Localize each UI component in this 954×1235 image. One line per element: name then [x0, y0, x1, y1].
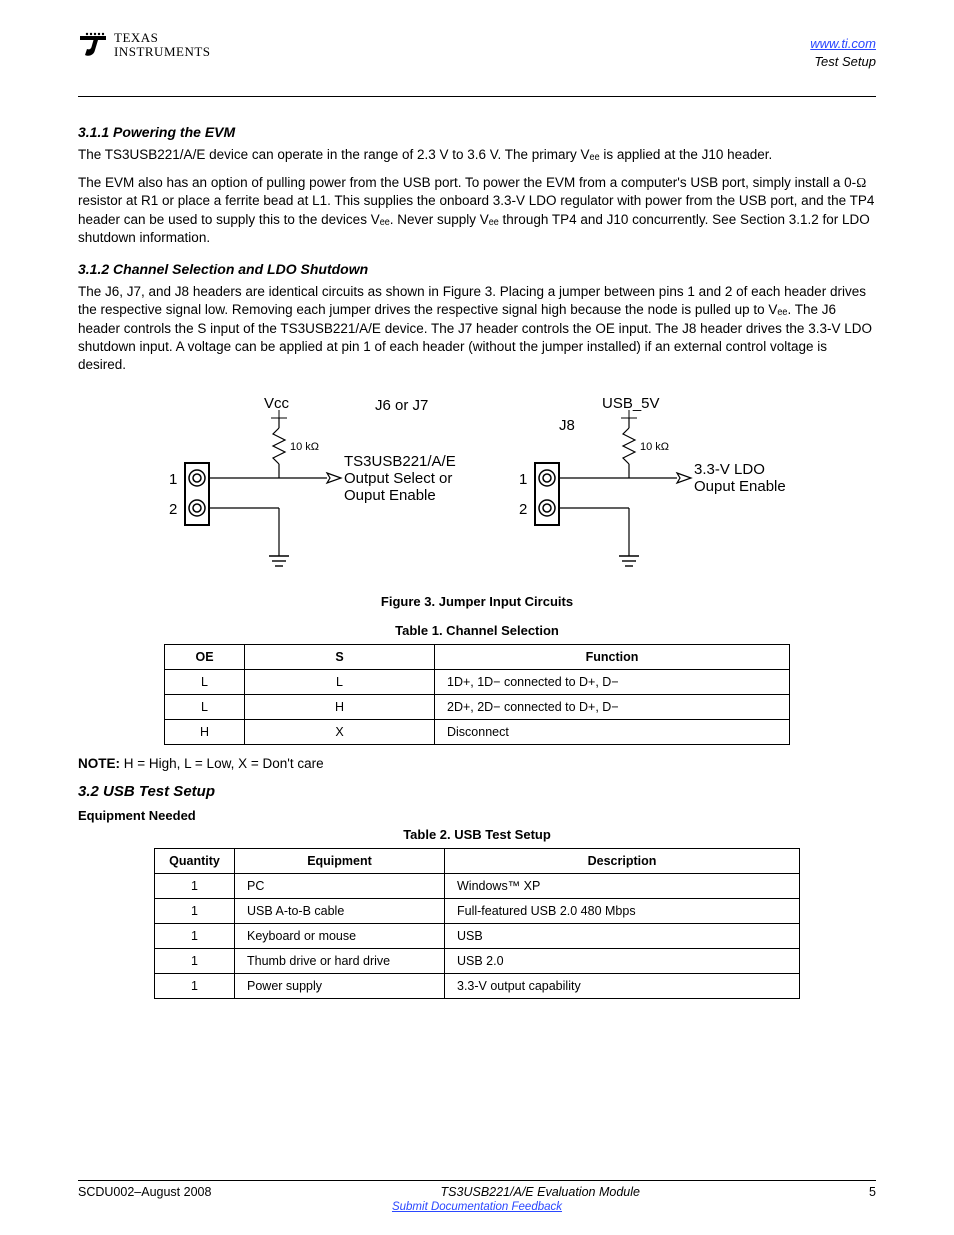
- page-header: TEXAS INSTRUMENTS www.ti.com Test Setup: [78, 0, 876, 98]
- fig-left-arrow-line1: Output Select or: [344, 470, 452, 487]
- ti-logo: TEXAS INSTRUMENTS: [78, 26, 228, 71]
- td: 1D+, 1D− connected to D+, D−: [435, 670, 790, 695]
- td: Thumb drive or hard drive: [235, 949, 445, 974]
- table-usb-setup: Quantity Equipment Description 1 PC Wind…: [154, 848, 800, 999]
- content-area: 3.1.1 Powering the EVM The TS3USB221/A/E…: [78, 98, 876, 999]
- logo-text-bottom: INSTRUMENTS: [114, 44, 211, 59]
- fig-right-pin1: 1: [519, 471, 527, 488]
- table-row: 1 Thumb drive or hard drive USB 2.0: [155, 949, 800, 974]
- fig-left-res: 10 kΩ: [290, 441, 319, 453]
- header-rule: [78, 96, 876, 97]
- fig-left-pin2: 2: [169, 501, 177, 518]
- td: L: [165, 670, 245, 695]
- footer-row: SCDU002–August 2008 TS3USB221/A/E Evalua…: [78, 1185, 876, 1199]
- para-powering-2: The EVM also has an option of pulling po…: [78, 174, 876, 247]
- td: H: [245, 695, 435, 720]
- td: L: [165, 695, 245, 720]
- para-powering-2-pre: The EVM also has an option of pulling po…: [78, 175, 856, 190]
- heading-usb-test: 3.2 USB Test Setup: [78, 783, 876, 800]
- heading-powering: 3.1.1 Powering the EVM: [78, 124, 876, 140]
- td: L: [245, 670, 435, 695]
- fig-right-vcc: USB_5V: [602, 395, 660, 412]
- td: 3.3-V output capability: [445, 974, 800, 999]
- table-channel-selection: OE S Function L L 1D+, 1D− connected to …: [164, 644, 790, 745]
- fig-left-header-label: J6 or J7: [375, 397, 428, 414]
- td: 1: [155, 924, 235, 949]
- omega-glyph: Ω: [856, 175, 866, 190]
- logo-text-top: TEXAS: [114, 30, 158, 45]
- footer-left: SCDU002–August 2008: [78, 1185, 211, 1199]
- table-row: OE S Function: [165, 645, 790, 670]
- th-desc: Description: [445, 849, 800, 874]
- table-1-caption: Table 1. Channel Selection: [78, 623, 876, 638]
- td: PC: [235, 874, 445, 899]
- para-powering-2-post: resistor at R1 or place a ferrite bead a…: [78, 193, 874, 244]
- para-chsel-1: The J6, J7, and J8 headers are identical…: [78, 283, 876, 374]
- td: 1: [155, 899, 235, 924]
- header-link[interactable]: www.ti.com: [810, 36, 876, 51]
- footer-rule: [78, 1180, 876, 1181]
- fig-right-arrow-line0: 3.3-V LDO: [694, 461, 765, 478]
- table-row: 1 USB A-to-B cable Full-featured USB 2.0…: [155, 899, 800, 924]
- figure-right-circuit: USB_5V 10 kΩ J8 3.3-V LDO Ouput Enable: [519, 395, 786, 566]
- th-equip: Equipment: [235, 849, 445, 874]
- td: Windows™ XP: [445, 874, 800, 899]
- table-row: 1 PC Windows™ XP: [155, 874, 800, 899]
- td: Power supply: [235, 974, 445, 999]
- td: USB: [445, 924, 800, 949]
- figure-3: Vcc 10 kΩ J6 or J7 TS3USB22: [78, 388, 876, 588]
- table-row: L L 1D+, 1D− connected to D+, D−: [165, 670, 790, 695]
- footer-center: TS3USB221/A/E Evaluation Module: [211, 1185, 869, 1199]
- header-subtitle: Test Setup: [814, 54, 876, 69]
- footer-feedback: Submit Documentation Feedback: [78, 1201, 876, 1213]
- fig-right-pin2: 2: [519, 501, 527, 518]
- note-label: NOTE:: [78, 756, 120, 771]
- table-row: L H 2D+, 2D− connected to D+, D−: [165, 695, 790, 720]
- fig-left-arrow-line0: TS3USB221/A/E: [344, 453, 456, 470]
- td: Full-featured USB 2.0 480 Mbps: [445, 899, 800, 924]
- table-2-caption: Table 2. USB Test Setup: [78, 827, 876, 842]
- td: Keyboard or mouse: [235, 924, 445, 949]
- td: USB A-to-B cable: [235, 899, 445, 924]
- heading-equipment: Equipment Needed: [78, 808, 876, 823]
- page-footer: SCDU002–August 2008 TS3USB221/A/E Evalua…: [78, 1180, 876, 1213]
- fig-right-res: 10 kΩ: [640, 441, 669, 453]
- th-s: S: [245, 645, 435, 670]
- th-func: Function: [435, 645, 790, 670]
- footer-page-number: 5: [869, 1185, 876, 1199]
- table-1-note: NOTE: H = High, L = Low, X = Don't care: [78, 755, 876, 773]
- table-row: 1 Power supply 3.3-V output capability: [155, 974, 800, 999]
- figure-left-circuit: Vcc 10 kΩ J6 or J7 TS3USB22: [169, 395, 456, 566]
- td: X: [245, 720, 435, 745]
- td: 1: [155, 974, 235, 999]
- para-powering-1: The TS3USB221/A/E device can operate in …: [78, 146, 876, 164]
- fig-left-pin1: 1: [169, 471, 177, 488]
- figure-3-caption: Figure 3. Jumper Input Circuits: [78, 594, 876, 609]
- td: H: [165, 720, 245, 745]
- note-text: H = High, L = Low, X = Don't care: [124, 756, 324, 771]
- td: Disconnect: [435, 720, 790, 745]
- th-qty: Quantity: [155, 849, 235, 874]
- footer-feedback-link[interactable]: Submit Documentation Feedback: [392, 1201, 562, 1213]
- fig-right-arrow-line1: Ouput Enable: [694, 478, 786, 495]
- page-root: TEXAS INSTRUMENTS www.ti.com Test Setup …: [0, 0, 954, 1235]
- fig-right-header-label: J8: [559, 417, 575, 434]
- td: USB 2.0: [445, 949, 800, 974]
- table-row: 1 Keyboard or mouse USB: [155, 924, 800, 949]
- fig-left-vcc: Vcc: [264, 395, 290, 412]
- table-row: Quantity Equipment Description: [155, 849, 800, 874]
- fig-left-arrow-line2: Ouput Enable: [344, 487, 436, 504]
- th-oe: OE: [165, 645, 245, 670]
- table-row: H X Disconnect: [165, 720, 790, 745]
- td: 2D+, 2D− connected to D+, D−: [435, 695, 790, 720]
- td: 1: [155, 949, 235, 974]
- heading-chsel: 3.1.2 Channel Selection and LDO Shutdown: [78, 261, 876, 277]
- td: 1: [155, 874, 235, 899]
